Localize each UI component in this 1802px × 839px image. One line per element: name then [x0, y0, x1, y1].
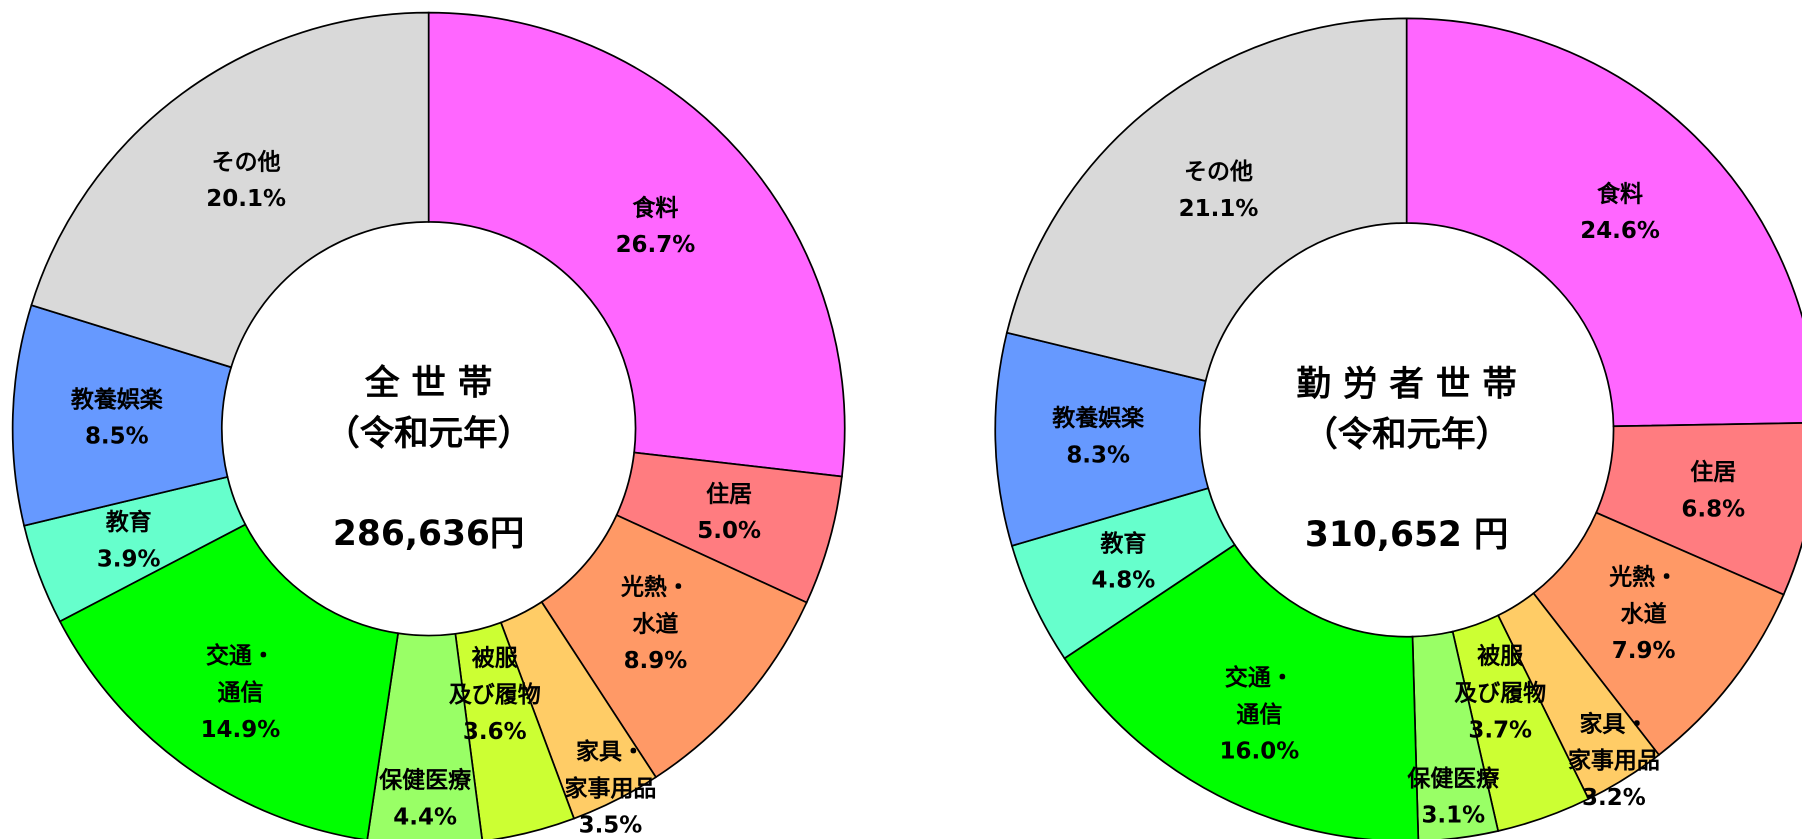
- slice-label: 家具・家事用品 3.5%: [565, 738, 657, 839]
- category-label: 食料: [1597, 180, 1643, 207]
- center-title: （令和元年）: [325, 414, 532, 454]
- category-label: 光熱・: [620, 574, 690, 600]
- category-label: 家具・: [1579, 710, 1648, 737]
- category-label: 水道: [1621, 600, 1667, 627]
- category-label: 交通・: [206, 642, 275, 669]
- category-label: 家事用品: [565, 774, 657, 801]
- value-label: 20.1%: [206, 186, 286, 212]
- slice-label: 住居 5.0%: [697, 480, 761, 544]
- value-label: 14.9%: [201, 716, 281, 742]
- value-label: 3.1%: [1421, 802, 1485, 828]
- slice-label: 交通・通信 16.0%: [1220, 664, 1300, 765]
- slice-label: 食料 24.6%: [1580, 180, 1660, 244]
- slice-label: 教育 4.8%: [1092, 529, 1156, 593]
- slice-label: その他 20.1%: [206, 149, 286, 212]
- category-label: 保健医療: [378, 766, 472, 793]
- category-label: 及び履物: [449, 681, 541, 708]
- slice-label: 家具・家事用品 3.2%: [1568, 710, 1660, 811]
- category-label: 被服: [1477, 643, 1524, 669]
- value-label: 4.4%: [393, 804, 457, 830]
- value-label: 26.7%: [616, 232, 696, 258]
- slice: [58, 523, 400, 839]
- value-label: 3.2%: [1582, 785, 1646, 811]
- value-label: 8.3%: [1066, 442, 1130, 468]
- center-title: 勤 労 者 世 帯: [1296, 365, 1516, 405]
- slice: [1005, 17, 1408, 383]
- category-label: その他: [212, 149, 281, 175]
- category-label: 教養娯楽: [71, 385, 163, 412]
- slice-label: その他 21.1%: [1179, 159, 1259, 222]
- category-label: 住居: [706, 480, 752, 507]
- slice-label: 光熱・水道 7.9%: [1608, 564, 1678, 664]
- slice: [366, 632, 483, 839]
- value-label: 3.6%: [463, 718, 527, 744]
- value-label: 7.9%: [1612, 638, 1676, 664]
- value-label: 3.9%: [97, 546, 161, 572]
- slice-label: 教養娯楽 8.3%: [1052, 404, 1144, 468]
- value-label: 6.8%: [1681, 496, 1745, 522]
- category-label: 教養娯楽: [1052, 404, 1144, 431]
- category-label: 通信: [217, 679, 263, 706]
- category-label: 光熱・: [1608, 564, 1678, 590]
- slice: [1063, 543, 1420, 839]
- value-label: 5.0%: [697, 518, 761, 544]
- center-title: 全 世 帯: [364, 364, 492, 404]
- category-label: 家具・: [576, 738, 645, 765]
- slice-label: 交通・通信 14.9%: [201, 642, 281, 743]
- value-label: 3.7%: [1468, 717, 1532, 743]
- slice-label: 保健医療 3.1%: [1406, 764, 1500, 828]
- category-label: 保健医療: [1406, 764, 1500, 791]
- category-label: 住居: [1690, 458, 1736, 485]
- slice: [454, 621, 576, 839]
- slice-label: 保健医療 4.4%: [378, 766, 472, 830]
- category-label: 交通・: [1225, 664, 1294, 691]
- category-label: 食料: [632, 194, 678, 221]
- value-label: 16.0%: [1220, 738, 1300, 764]
- category-label: その他: [1184, 159, 1253, 185]
- category-label: 被服: [472, 645, 519, 671]
- center-title: （令和元年）: [1303, 415, 1510, 455]
- slice-label: 教養娯楽 8.5%: [71, 385, 163, 449]
- slice-label: 食料 26.7%: [616, 194, 696, 258]
- value-label: 3.5%: [579, 812, 643, 838]
- category-label: 教育: [1100, 529, 1146, 556]
- category-label: 及び履物: [1454, 679, 1546, 706]
- value-label: 8.9%: [624, 648, 688, 674]
- slice-label: 教育 3.9%: [97, 508, 161, 572]
- slice-label: 住居 6.8%: [1681, 458, 1745, 522]
- center-value: 286,636円: [333, 514, 524, 554]
- slice-label: 被服及び履物 3.7%: [1454, 643, 1546, 743]
- slice-label: 被服及び履物 3.6%: [449, 645, 541, 745]
- center-value: 310,652 円: [1305, 515, 1508, 555]
- category-label: 水道: [632, 610, 678, 637]
- value-label: 4.8%: [1092, 567, 1156, 593]
- category-label: 教育: [106, 508, 152, 535]
- slice: [30, 11, 430, 369]
- slice-label: 光熱・水道 8.9%: [620, 574, 690, 674]
- category-label: 通信: [1236, 700, 1282, 727]
- slice: [427, 11, 846, 478]
- value-label: 24.6%: [1580, 218, 1660, 244]
- category-label: 家事用品: [1568, 747, 1660, 774]
- value-label: 21.1%: [1179, 195, 1259, 221]
- value-label: 8.5%: [85, 423, 149, 449]
- slice: [1405, 17, 1802, 428]
